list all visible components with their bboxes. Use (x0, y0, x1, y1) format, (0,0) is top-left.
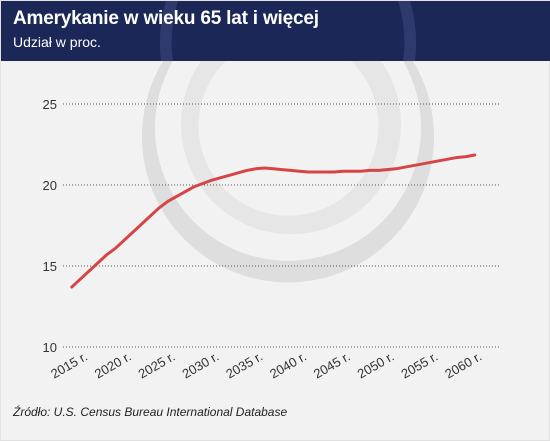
y-tick-label: 15 (43, 259, 57, 274)
x-tick-label: 2030 r. (179, 349, 221, 382)
chart-header: Amerykanie w wieku 65 lat i więcej Udzia… (1, 1, 550, 61)
x-tick-label: 2025 r. (136, 349, 178, 382)
x-tick-label: 2045 r. (311, 349, 353, 382)
x-tick-labels: 2015 r. 2020 r. 2025 r. 2030 r. 2035 r. 2040 … (48, 349, 484, 382)
series-layer (70, 153, 477, 289)
x-tick-label: 2055 r. (398, 349, 440, 382)
source-note: Źródło: U.S. Census Bureau International… (13, 405, 288, 419)
y-tick-labels: 10 15 20 25 (43, 97, 57, 355)
chart-title: Amerykanie w wieku 65 lat i więcej (13, 8, 319, 29)
watermark-logo (142, 61, 434, 283)
gridlines (63, 103, 501, 348)
y-tick-label: 10 (43, 340, 57, 355)
x-tick-label: 2020 r. (92, 349, 134, 382)
x-tick-label: 2060 r. (442, 349, 484, 382)
x-tick-label: 2040 r. (267, 349, 309, 382)
chart-subtitle: Udział w proc. (13, 34, 101, 50)
x-tick-label: 2035 r. (223, 349, 265, 382)
y-tick-label: 25 (43, 97, 57, 112)
watermark-inner-arc (180, 61, 401, 235)
series-line (70, 153, 477, 289)
y-tick-label: 20 (43, 178, 57, 193)
x-tick-label: 2050 r. (355, 349, 397, 382)
